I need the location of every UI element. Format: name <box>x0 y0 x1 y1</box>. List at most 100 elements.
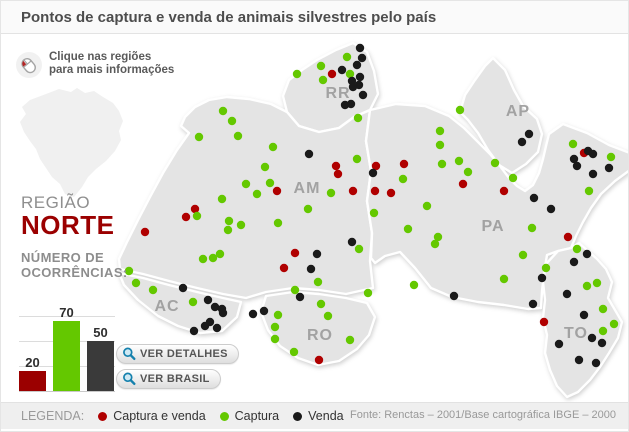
dot-c <box>252 189 262 199</box>
dot-c <box>316 61 326 71</box>
dot-c <box>260 162 270 172</box>
magnifier-icon <box>123 372 136 386</box>
dot-cv <box>279 263 289 273</box>
dot-v <box>295 292 305 302</box>
dot-c <box>270 322 280 332</box>
dot-v <box>312 249 322 259</box>
dot-cv <box>370 186 380 196</box>
dot-v <box>588 169 598 179</box>
dot-cv <box>371 161 381 171</box>
legend-label-v: Venda <box>308 409 344 423</box>
dot-v <box>574 355 584 365</box>
dot-v <box>306 264 316 274</box>
dot-c <box>609 319 619 329</box>
dot-v <box>358 90 368 100</box>
dot-c <box>198 254 208 264</box>
dot-v <box>591 358 601 368</box>
dot-cv <box>327 69 337 79</box>
legend-bar: LEGENDA: Captura e venda Captura Venda <box>1 402 628 429</box>
dot-c <box>598 326 608 336</box>
dot-v <box>529 193 539 203</box>
dot-cv <box>272 186 282 196</box>
dot-v <box>597 338 607 348</box>
occurrence-dots <box>124 43 619 368</box>
dot-v <box>304 149 314 159</box>
dot-c <box>289 347 299 357</box>
dot-cv <box>386 188 396 198</box>
dot-c <box>508 173 518 183</box>
dot-c <box>353 113 363 123</box>
dot-c <box>265 178 275 188</box>
dot-v <box>582 249 592 259</box>
dot-cv <box>333 169 343 179</box>
ver-brasil-label: VER BRASIL <box>140 373 210 385</box>
dot-cv <box>348 186 358 196</box>
dot-v <box>588 149 598 159</box>
dot-c <box>316 299 326 309</box>
dot-c <box>124 266 134 276</box>
dot-v <box>248 309 258 319</box>
dot-v <box>189 326 199 336</box>
state-PA[interactable] <box>364 102 629 311</box>
dot-cv <box>539 317 549 327</box>
dot-c <box>236 220 246 230</box>
ver-brasil-button[interactable]: VER BRASIL <box>116 369 221 389</box>
brazil-minimap <box>20 88 123 197</box>
dot-c <box>527 223 537 233</box>
dot-c <box>318 75 328 85</box>
dot-v <box>368 168 378 178</box>
dot-v <box>212 323 222 333</box>
dot-c <box>592 278 602 288</box>
dot-v <box>218 308 228 318</box>
state-RO[interactable] <box>259 290 377 367</box>
dot-c <box>233 131 243 141</box>
dot-v <box>579 310 589 320</box>
dot-c <box>217 194 227 204</box>
dot-c <box>224 216 234 226</box>
dot-c <box>323 311 333 321</box>
dot-cv <box>181 212 191 222</box>
dot-c <box>192 211 202 221</box>
dot-v <box>210 302 220 312</box>
dot-c <box>369 208 379 218</box>
dot-v <box>554 339 564 349</box>
dot-v <box>346 99 356 109</box>
dot-c <box>215 249 225 259</box>
dot-v <box>203 295 213 305</box>
region-name: NORTE <box>21 210 115 240</box>
bar-value: 20 <box>25 355 40 370</box>
dot-c <box>354 244 364 254</box>
dot-v <box>352 60 362 70</box>
bar-value: 50 <box>93 325 108 340</box>
dot-c <box>463 167 473 177</box>
dot-c <box>606 152 616 162</box>
dot-cv <box>499 186 509 196</box>
dot-c <box>292 69 302 79</box>
dot-v <box>537 273 547 283</box>
dot-c <box>454 156 464 166</box>
state-TO[interactable] <box>541 241 624 399</box>
dot-c <box>568 139 578 149</box>
dot-c <box>313 277 323 287</box>
bar-value: 70 <box>59 305 74 320</box>
dot-c <box>455 105 465 115</box>
dot-v <box>347 237 357 247</box>
dot-v <box>569 154 579 164</box>
legend-label-c: Captura <box>234 409 280 423</box>
occurrences-bar-chart: 20 70 50 <box>19 292 115 392</box>
dot-v <box>587 333 597 343</box>
legend-item-v: Venda <box>293 409 344 423</box>
dot-c <box>303 204 313 214</box>
dot-v <box>562 289 572 299</box>
dot-v <box>528 299 538 309</box>
dot-c <box>582 281 592 291</box>
dot-cv <box>563 232 573 242</box>
click-note-line1: Clique nas regiões <box>49 51 152 63</box>
dot-cv <box>140 227 150 237</box>
ver-detalhes-button[interactable]: VER DETALHES <box>116 344 239 364</box>
region-heading: REGIÃO NORTE <box>21 194 115 240</box>
dot-c <box>572 244 582 254</box>
dot-v <box>604 163 614 173</box>
dot-cv <box>458 179 468 189</box>
